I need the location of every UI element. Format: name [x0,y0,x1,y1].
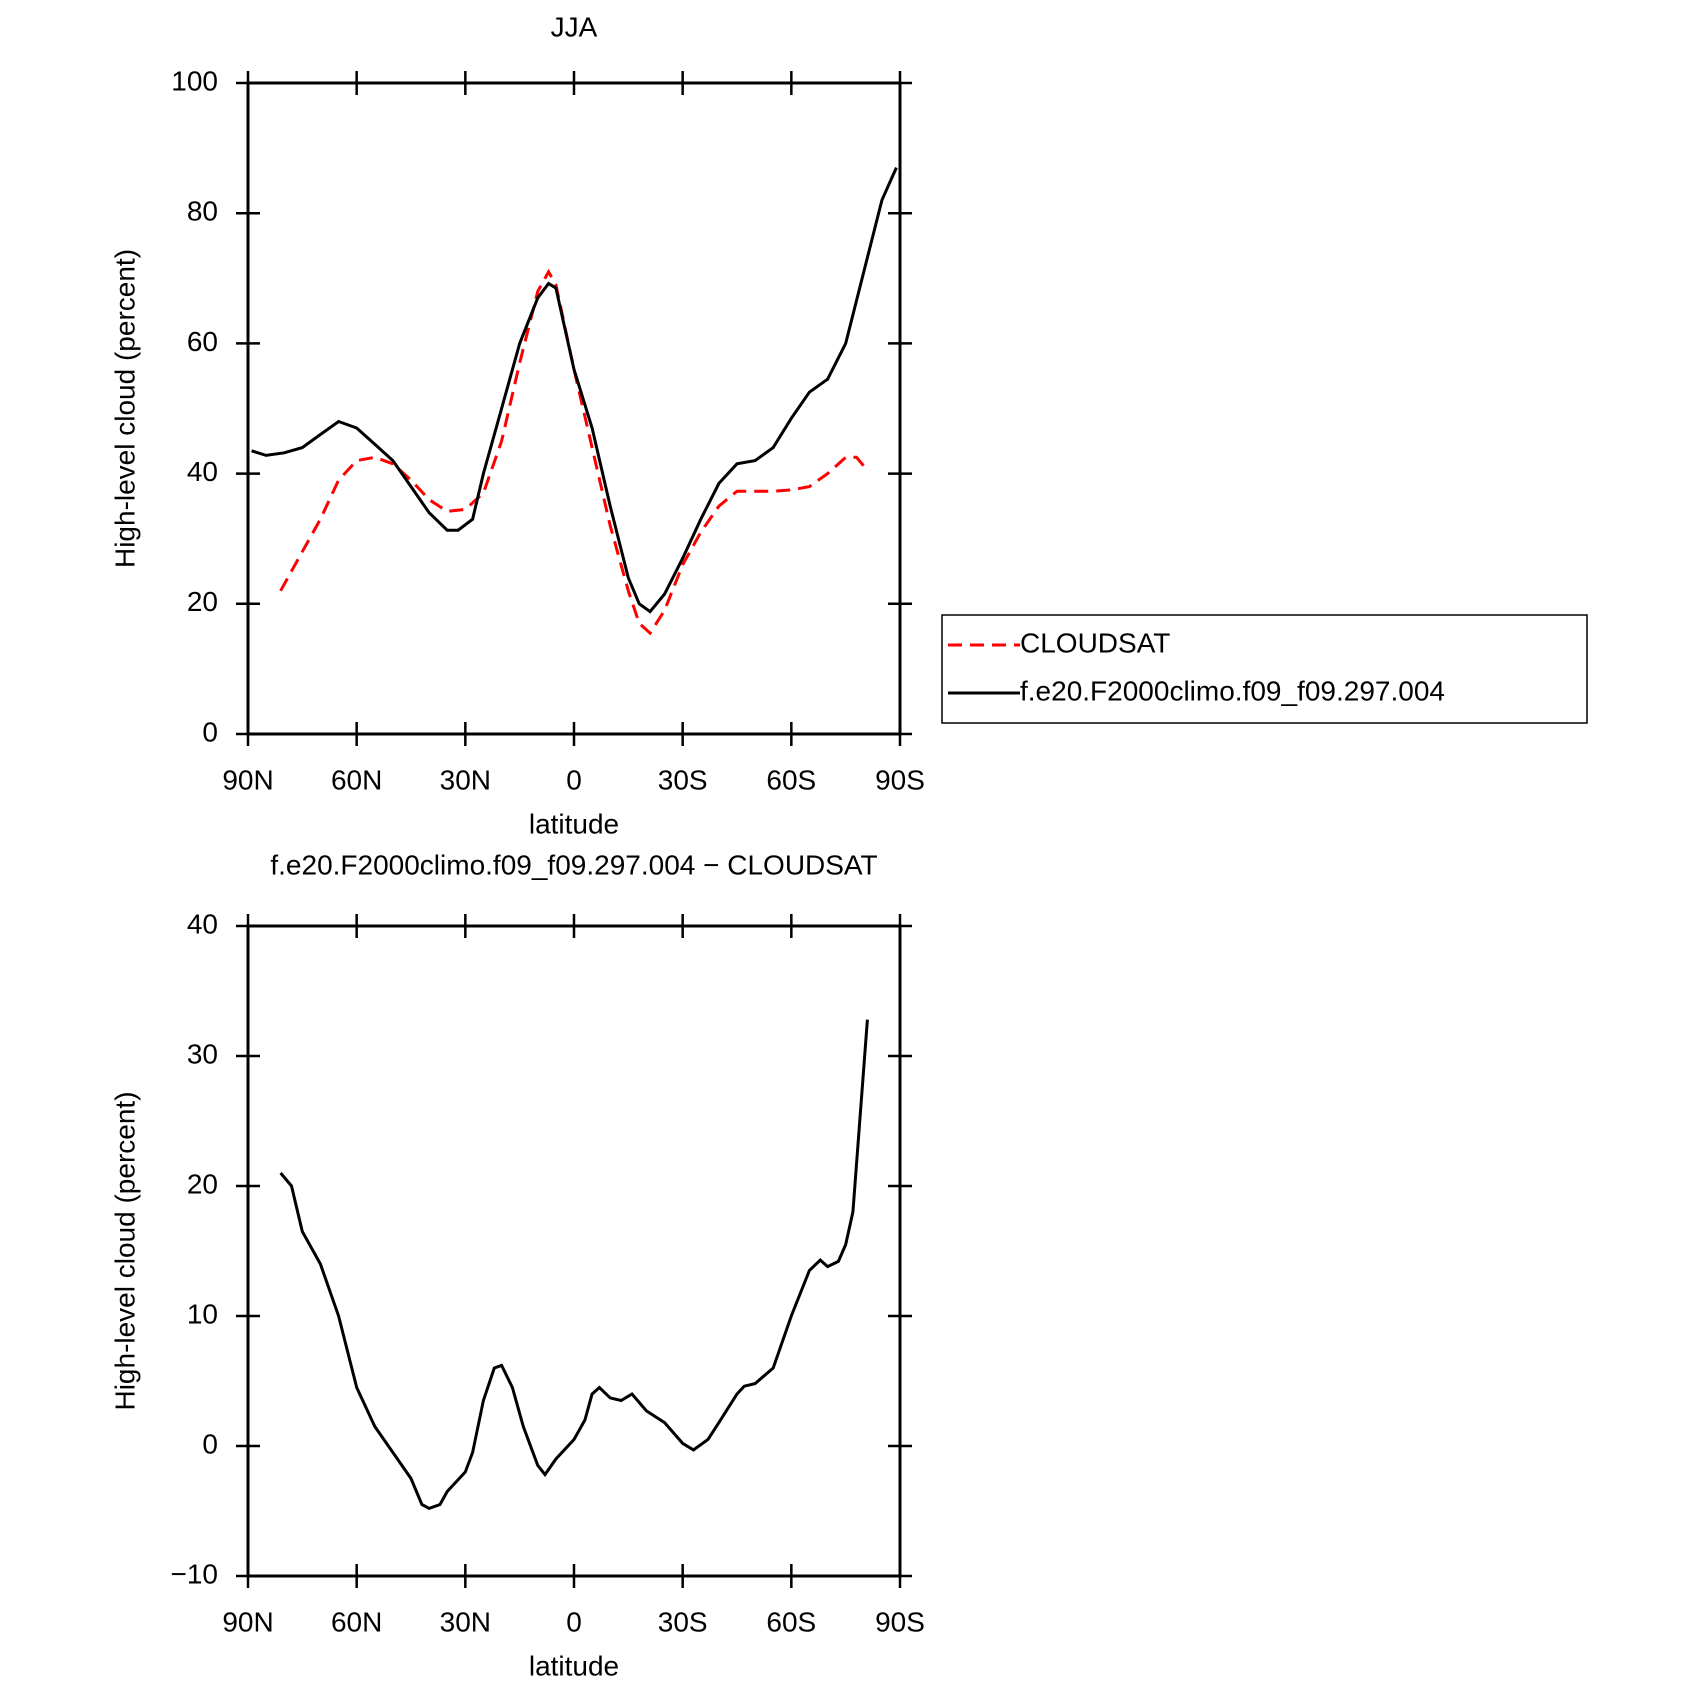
data-line [279,268,869,636]
y-tick-label: 60 [187,326,218,357]
x-tick-label: 0 [566,1606,582,1637]
y-tick-label: 40 [187,456,218,487]
y-tick-label: 100 [171,65,218,96]
x-tick-label: 90S [875,1606,925,1637]
y-tick-label: 0 [202,1428,218,1459]
data-line [251,166,898,614]
y-axis-label: High-level cloud (percent) [109,1091,140,1410]
x-tick-label: 90S [875,764,925,795]
x-tick-label: 30N [440,1606,491,1637]
y-tick-label: 20 [187,1168,218,1199]
y-tick-label: 40 [187,908,218,939]
x-tick-label: 60N [331,1606,382,1637]
x-tick-label: 30S [658,1606,708,1637]
y-tick-label: 0 [202,716,218,747]
x-tick-label: 90N [222,764,273,795]
plot-frame [246,924,902,1578]
x-tick-label: 30N [440,764,491,795]
legend-label: f.e20.F2000climo.f09_f09.297.004 [1020,675,1445,706]
legend-label: CLOUDSAT [1020,627,1170,658]
data-line [279,1019,869,1511]
y-tick-label: 30 [187,1038,218,1069]
x-tick-label: 60N [331,764,382,795]
y-tick-label: −10 [171,1558,219,1589]
plot-frame [246,81,902,736]
x-tick-label: 60S [766,1606,816,1637]
x-axis-label: latitude [529,1650,619,1681]
y-tick-label: 20 [187,586,218,617]
x-axis-label: latitude [529,808,619,839]
y-tick-label: 10 [187,1298,218,1329]
chart-title: JJA [551,11,598,42]
legend-box [941,614,1588,724]
x-tick-label: 30S [658,764,708,795]
x-tick-label: 90N [222,1606,273,1637]
chart-title: f.e20.F2000climo.f09_f09.297.004 − CLOUD… [270,849,877,880]
x-tick-label: 60S [766,764,816,795]
x-tick-label: 0 [566,764,582,795]
y-axis-label: High-level cloud (percent) [109,249,140,568]
y-tick-label: 80 [187,196,218,227]
